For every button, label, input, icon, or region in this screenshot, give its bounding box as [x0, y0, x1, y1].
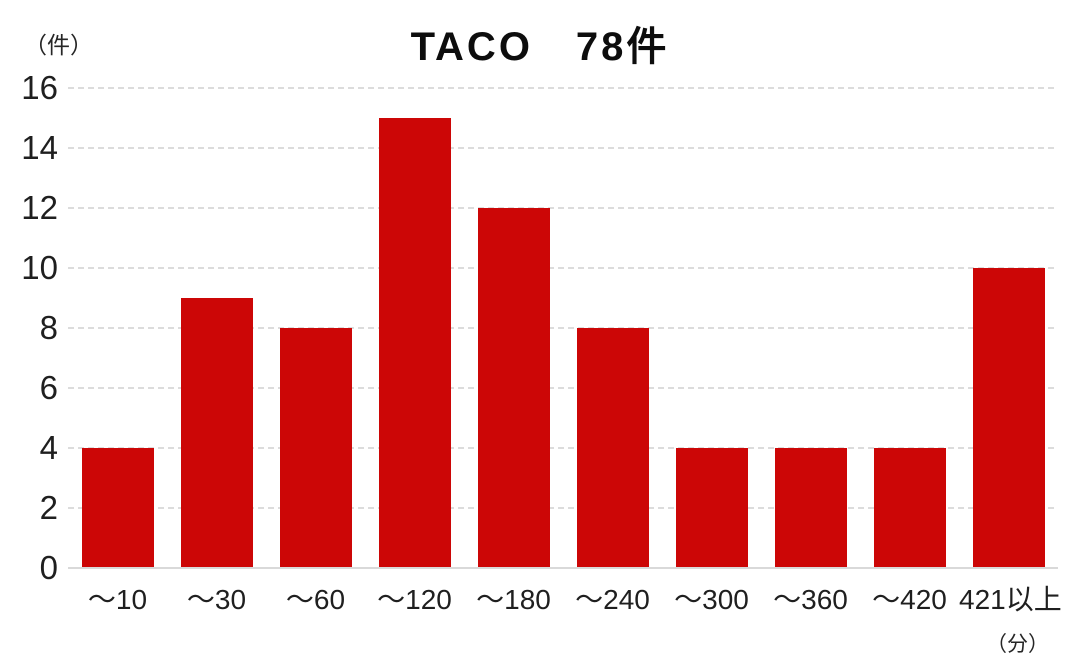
- gridline-y-16: [68, 87, 1058, 89]
- plot-area: 0 2 4 6 8 10 12 14 16 ～10 ～30 ～60 ～120 ～180 ～240 ～300 ～…: [21, 69, 1061, 615]
- x-tick-label-～30: ～30: [186, 584, 247, 615]
- bar-～300: [675, 448, 748, 568]
- y-tick-label-0: 0: [39, 549, 58, 586]
- x-tick-label-～360: ～360: [773, 584, 848, 615]
- gridline-y-8: [68, 327, 1058, 329]
- x-tick-label-～10: ～10: [87, 584, 148, 615]
- x-tick-label-～420: ～420: [872, 584, 947, 615]
- x-axis-unit-label: （分）: [986, 633, 1049, 656]
- x-tick-label-～300: ～300: [674, 584, 749, 615]
- y-tick-label-8: 8: [39, 309, 58, 346]
- bar-421以上: [972, 268, 1045, 568]
- gridline-y-12: [68, 207, 1058, 209]
- y-tick-label-4: 4: [39, 429, 58, 466]
- x-axis-line: [68, 567, 1058, 569]
- bar-～360: [774, 448, 847, 568]
- gridline-y-6: [68, 387, 1058, 389]
- bar-～180: [477, 208, 550, 568]
- x-tick-label-～240: ～240: [575, 584, 650, 615]
- gridline-y-14: [68, 147, 1058, 149]
- bar-～420: [873, 448, 946, 568]
- gridline-y-2: [68, 507, 1058, 509]
- x-tick-label-421以上: 421以上: [959, 584, 1062, 615]
- bar-～60: [279, 328, 352, 568]
- x-tick-label-～60: ～60: [285, 584, 346, 615]
- gridline-y-10: [68, 267, 1058, 269]
- y-tick-label-6: 6: [39, 369, 58, 406]
- bar-～30: [180, 298, 253, 568]
- y-tick-label-10: 10: [21, 249, 58, 286]
- chart-title: TACO 78件: [410, 25, 670, 69]
- y-tick-label-12: 12: [21, 189, 58, 226]
- x-tick-label-～180: ～180: [476, 584, 551, 615]
- gridline-y-4: [68, 447, 1058, 449]
- y-tick-label-16: 16: [21, 69, 58, 106]
- bar-～120: [378, 118, 451, 568]
- bar-～10: [81, 448, 154, 568]
- x-tick-label-～120: ～120: [377, 584, 452, 615]
- y-axis-unit-label: （件）: [24, 32, 93, 58]
- bar-～240: [576, 328, 649, 568]
- y-tick-label-14: 14: [21, 129, 58, 166]
- y-tick-label-2: 2: [39, 489, 58, 526]
